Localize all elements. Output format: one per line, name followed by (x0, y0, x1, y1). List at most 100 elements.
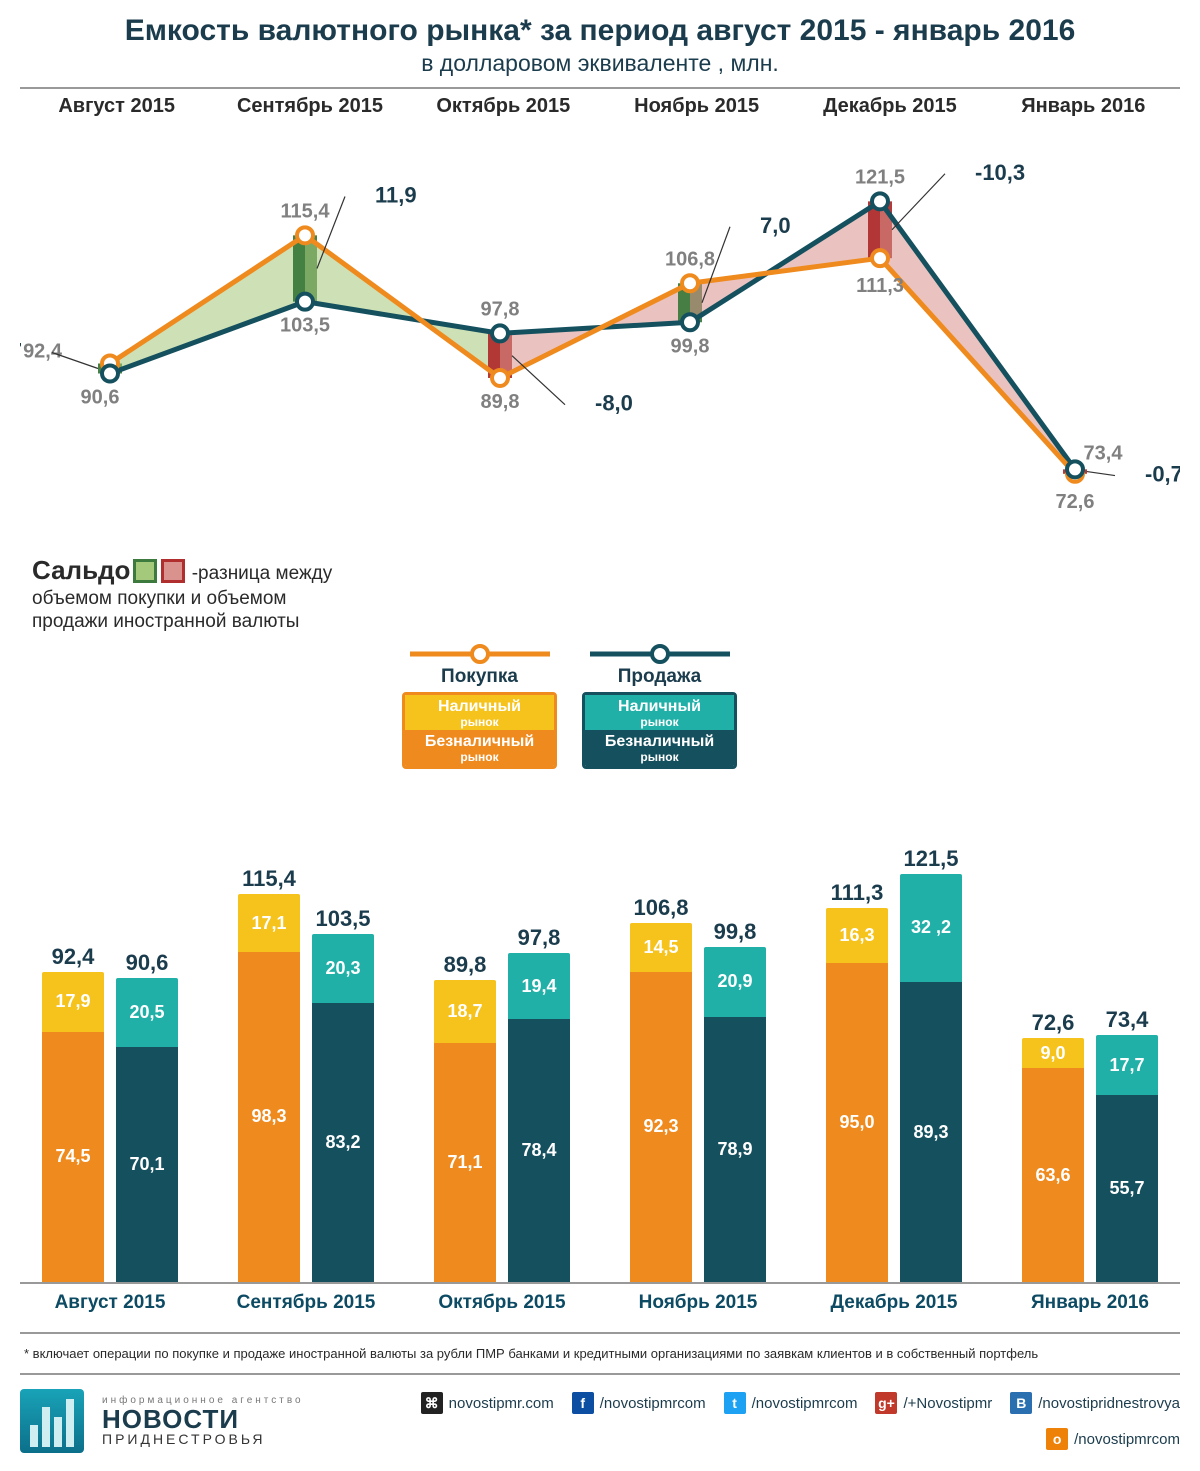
month-labels-top: Август 2015Сентябрь 2015Октябрь 2015Нояб… (20, 95, 1180, 118)
svg-text:111,3: 111,3 (856, 275, 904, 297)
brand-text: информационное агентство НОВОСТИ ПРИДНЕС… (102, 1396, 304, 1446)
social-icon: o (1046, 1428, 1068, 1450)
bar-seg-cash: 14,5 (630, 923, 692, 972)
bar-month-label: Сентябрь 2015 (216, 1292, 396, 1314)
month-label: Сентябрь 2015 (213, 95, 406, 118)
bar-group: 106,814,592,399,820,978,9 (608, 923, 788, 1282)
svg-text:1,87: 1,87 (20, 339, 22, 364)
bar-seg-cash: 17,7 (1096, 1035, 1158, 1094)
line-chart-area: 92,4115,489,8106,8111,372,690,6103,597,8… (20, 124, 1180, 844)
svg-text:-8,0: -8,0 (595, 391, 633, 416)
bar-total-label: 121,5 (900, 846, 962, 872)
buy-bar: 72,69,063,6 (1022, 1038, 1084, 1282)
bar-seg-noncash: 78,9 (704, 1017, 766, 1282)
bar-seg-cash: 19,4 (508, 953, 570, 1018)
svg-text:7,0: 7,0 (760, 213, 791, 238)
svg-text:99,8: 99,8 (671, 335, 710, 357)
social-link[interactable]: g+ /+Novostipmr (875, 1392, 992, 1414)
buy-bar: 89,818,771,1 (434, 980, 496, 1282)
month-label: Август 2015 (20, 95, 213, 118)
buy-bar: 92,417,974,5 (42, 972, 104, 1282)
bar-seg-cash: 18,7 (434, 980, 496, 1043)
bar-seg-noncash: 70,1 (116, 1047, 178, 1282)
bar-seg-cash: 32 ,2 (900, 874, 962, 982)
svg-text:115,4: 115,4 (281, 200, 331, 222)
svg-text:97,8: 97,8 (481, 298, 520, 320)
bar-month-label: Август 2015 (20, 1292, 200, 1314)
svg-text:11,9: 11,9 (375, 182, 417, 207)
bar-total-label: 99,8 (704, 919, 766, 945)
series-legend: Покупка Наличныйрынок Безналичныйрынок (402, 666, 557, 769)
bar-seg-cash: 9,0 (1022, 1038, 1084, 1068)
social-icon: B (1010, 1392, 1032, 1414)
bar-group: 72,69,063,673,417,755,7 (1000, 1035, 1180, 1282)
bar-month-label: Октябрь 2015 (412, 1292, 592, 1314)
bar-total-label: 97,8 (508, 925, 570, 951)
bar-total-label: 90,6 (116, 950, 178, 976)
saldo-neg-swatch (161, 559, 185, 583)
bar-seg-cash: 16,3 (826, 908, 888, 963)
social-link[interactable]: f/novostipmrcom (572, 1392, 706, 1414)
sell-bar: 73,417,755,7 (1096, 1035, 1158, 1282)
svg-text:121,5: 121,5 (855, 166, 905, 188)
brand-sub: ПРИДНЕСТРОВЬЯ (102, 1432, 304, 1446)
bar-total-label: 106,8 (630, 895, 692, 921)
month-label: Январь 2016 (987, 95, 1180, 118)
social-link[interactable]: B/novostipridnestrovya (1010, 1392, 1180, 1414)
sell-bar: 90,620,570,1 (116, 978, 178, 1282)
legend-header: Продажа (582, 666, 737, 692)
bar-seg-cash: 17,9 (42, 972, 104, 1032)
stacked-bar-chart: 92,417,974,590,620,570,1115,417,198,3103… (20, 854, 1180, 1314)
svg-text:-10,3: -10,3 (975, 160, 1025, 185)
brand-logo-icon (20, 1389, 84, 1453)
social-icon: f (572, 1392, 594, 1414)
bar-seg-cash: 20,9 (704, 947, 766, 1017)
bar-month-label: Декабрь 2015 (804, 1292, 984, 1314)
bar-seg-noncash: 74,5 (42, 1032, 104, 1282)
bar-seg-noncash: 63,6 (1022, 1068, 1084, 1282)
social-link[interactable]: ⌘novostipmr.com (421, 1392, 554, 1414)
svg-text:89,8: 89,8 (481, 391, 520, 413)
bar-total-label: 73,4 (1096, 1007, 1158, 1033)
svg-text:72,6: 72,6 (1056, 491, 1095, 513)
bar-seg-noncash: 71,1 (434, 1043, 496, 1282)
sell-bar: 121,532 ,289,3 (900, 874, 962, 1282)
sell-bar: 103,520,383,2 (312, 934, 374, 1282)
page-title: Емкость валютного рынка* за период авгус… (20, 14, 1180, 48)
bar-group: 89,818,771,197,819,478,4 (412, 953, 592, 1282)
legend-noncash: Безналичныйрынок (585, 730, 734, 765)
sell-bar: 97,819,478,4 (508, 953, 570, 1282)
brand-main: НОВОСТИ (102, 1406, 304, 1432)
social-link[interactable]: o/novostipmrcom (1046, 1428, 1180, 1450)
bar-seg-noncash: 83,2 (312, 1003, 374, 1283)
bar-total-label: 111,3 (826, 880, 888, 906)
bar-group: 92,417,974,590,620,570,1 (20, 972, 200, 1282)
bar-seg-noncash: 95,0 (826, 963, 888, 1282)
social-link[interactable]: t/novostipmrcom (724, 1392, 858, 1414)
social-icon: g+ (875, 1392, 897, 1414)
bar-seg-noncash: 89,3 (900, 982, 962, 1282)
saldo-pos-swatch (133, 559, 157, 583)
sell-bar: 99,820,978,9 (704, 947, 766, 1282)
bar-seg-noncash: 78,4 (508, 1019, 570, 1282)
bar-total-label: 72,6 (1022, 1010, 1084, 1036)
page-subtitle: в долларовом эквиваленте , млн. (20, 50, 1180, 77)
bar-total-label: 92,4 (42, 944, 104, 970)
footnote: * включает операции по покупке и продаже… (20, 1332, 1180, 1375)
bar-seg-cash: 20,5 (116, 978, 178, 1047)
month-label: Октябрь 2015 (407, 95, 600, 118)
buy-bar: 115,417,198,3 (238, 894, 300, 1282)
svg-text:103,5: 103,5 (280, 315, 330, 337)
bar-seg-noncash: 98,3 (238, 952, 300, 1282)
social-label: /novostipmrcom (600, 1395, 706, 1412)
social-label: /+Novostipmr (903, 1395, 992, 1412)
series-legend: Продажа Наличныйрынок Безналичныйрынок (582, 666, 737, 769)
divider (20, 87, 1180, 89)
footer: информационное агентство НОВОСТИ ПРИДНЕС… (20, 1375, 1180, 1453)
month-label: Ноябрь 2015 (600, 95, 793, 118)
bar-total-label: 89,8 (434, 952, 496, 978)
bar-month-label: Январь 2016 (1000, 1292, 1180, 1314)
svg-text:90,6: 90,6 (81, 387, 120, 409)
bar-total-label: 115,4 (238, 866, 300, 892)
bar-total-label: 103,5 (312, 906, 374, 932)
